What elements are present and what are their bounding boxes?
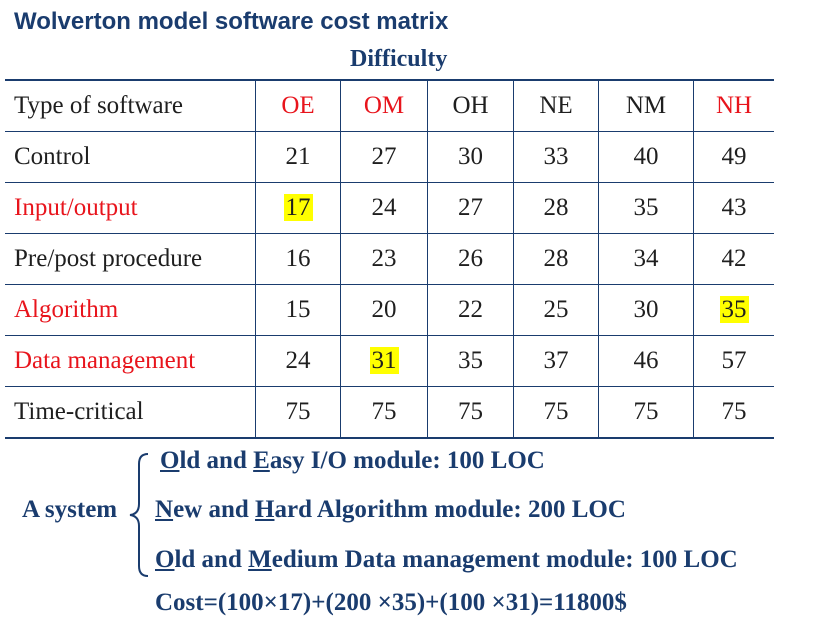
table-row: Pre/post procedure 16 23 26 28 34 42 <box>5 233 774 285</box>
header-nh: NH <box>715 92 753 119</box>
table-cell: 35 <box>427 335 514 387</box>
highlighted-value: 17 <box>283 194 313 221</box>
table-subtitle: Difficulty <box>350 46 448 72</box>
header-om: OM <box>340 80 428 132</box>
table-cell: 27 <box>427 182 514 234</box>
header-nm: NM <box>598 80 694 132</box>
module-line-io: Old and Easy I/O module: 100 LOC <box>160 447 545 474</box>
curly-brace <box>129 453 149 577</box>
header-ne: NE <box>513 80 599 132</box>
table-cell: 49 <box>721 143 747 170</box>
table-cell: 43 <box>721 194 747 221</box>
table-cell: 21 <box>255 131 341 183</box>
header-oe: OE <box>255 80 341 132</box>
row-label: Pre/post procedure <box>5 233 256 285</box>
page-title: Wolverton model software cost matrix <box>14 8 449 35</box>
table-cell: 17 <box>255 182 341 234</box>
table-cell: 28 <box>513 182 599 234</box>
row-label: Control <box>5 131 256 183</box>
table-cell: 42 <box>721 245 747 272</box>
table-cell: 28 <box>513 233 599 285</box>
table-cell: 33 <box>513 131 599 183</box>
table-row: Input/output 17 24 27 28 35 43 <box>5 182 774 234</box>
highlighted-value: 35 <box>719 296 749 323</box>
table-cell: 75 <box>513 386 599 438</box>
table-cell: 75 <box>340 386 428 438</box>
table-cell: 16 <box>255 233 341 285</box>
module-line-algorithm: New and Hard Algorithm module: 200 LOC <box>155 496 626 523</box>
table-cell: 24 <box>340 182 428 234</box>
table-cell: 35 <box>598 182 694 234</box>
table-cell: 57 <box>721 347 747 374</box>
table-cell: 30 <box>427 131 514 183</box>
table-cell: 23 <box>340 233 428 285</box>
highlighted-value: 31 <box>369 347 399 374</box>
header-oh: OH <box>427 80 514 132</box>
table-cell: 75 <box>721 398 747 425</box>
table-row: Algorithm 15 20 22 25 30 35 <box>5 284 775 336</box>
table-cell: 75 <box>598 386 694 438</box>
table-row: Control 21 27 30 33 40 49 <box>5 131 774 183</box>
row-label: Input/output <box>5 182 256 234</box>
row-label: Data management <box>5 335 256 387</box>
table-cell: 22 <box>427 284 514 336</box>
table-cell: 37 <box>513 335 599 387</box>
table-cell: 30 <box>598 284 694 336</box>
table-row: Data management 24 31 35 37 46 57 <box>5 335 774 387</box>
table-cell: 20 <box>340 284 428 336</box>
table-cell: 27 <box>340 131 428 183</box>
module-line-data-management: Old and Medium Data management module: 1… <box>155 546 738 573</box>
table-cell: 26 <box>427 233 514 285</box>
table-cell: 46 <box>598 335 694 387</box>
row-label: Time-critical <box>5 386 256 438</box>
row-label: Algorithm <box>5 284 256 336</box>
system-label: A system <box>22 496 118 523</box>
cost-formula: Cost=(100×17)+(200 ×35)+(100 ×31)=11800$ <box>155 589 627 616</box>
table-cell: 34 <box>598 233 694 285</box>
table-cell: 31 <box>340 335 428 387</box>
table-cell: 25 <box>513 284 599 336</box>
table-row: Time-critical 75 75 75 75 75 75 <box>5 386 774 438</box>
table-cell: 35 <box>694 285 775 336</box>
cost-matrix-table: Type of software OE OM OH NE NM NH Contr… <box>5 79 774 439</box>
table-cell: 15 <box>255 284 341 336</box>
table-cell: 75 <box>255 386 341 438</box>
table-cell: 40 <box>598 131 694 183</box>
table-header-row: Type of software OE OM OH NE NM NH <box>5 80 774 132</box>
table-cell: 75 <box>427 386 514 438</box>
table-cell: 24 <box>255 335 341 387</box>
header-type: Type of software <box>5 80 256 132</box>
